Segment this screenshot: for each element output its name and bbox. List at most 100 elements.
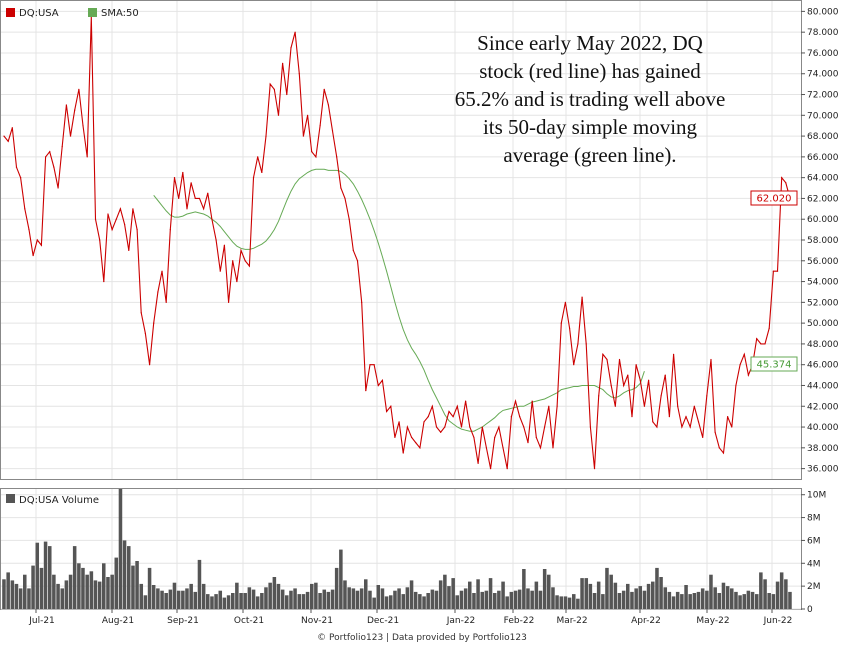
price-point	[190, 182, 192, 184]
price-point	[539, 447, 542, 449]
price-point	[331, 130, 334, 132]
price-point	[781, 177, 783, 179]
price-point	[115, 218, 117, 220]
volume-bar	[226, 595, 231, 609]
price-y-tick-label: 66.000	[807, 153, 839, 163]
volume-bar	[231, 593, 235, 609]
last-sma-value: 45.374	[757, 360, 792, 371]
volume-bar	[463, 588, 468, 609]
price-point	[194, 197, 196, 200]
legend-swatch-dq	[6, 8, 15, 17]
annotation-line-1: Since early May 2022, DQ	[477, 31, 703, 55]
legend-swatch-sma	[88, 8, 97, 17]
volume-bar	[542, 569, 547, 609]
price-point	[3, 135, 5, 137]
price-point	[273, 88, 275, 90]
volume-bar	[501, 581, 505, 609]
price-point	[643, 405, 646, 407]
volume-bar	[239, 593, 243, 609]
volume-bar	[651, 581, 655, 609]
price-point	[57, 187, 59, 189]
volume-bar	[243, 593, 247, 609]
price-point	[282, 62, 284, 64]
volume-bar	[114, 557, 119, 609]
price-point	[161, 270, 163, 272]
volume-bar	[255, 596, 260, 609]
price-y-tick-label: 46.000	[807, 361, 839, 371]
price-point	[460, 426, 463, 428]
volume-bar	[721, 582, 726, 609]
volume-bar	[89, 571, 94, 609]
price-point	[11, 127, 13, 129]
volume-bar	[160, 590, 164, 609]
volume-bar	[72, 546, 77, 609]
price-point	[86, 156, 88, 158]
volume-bar	[235, 582, 239, 609]
price-point	[61, 145, 63, 148]
price-point	[406, 426, 408, 428]
price-point	[573, 364, 575, 366]
volume-bar	[588, 583, 593, 609]
volume-bar	[206, 594, 210, 609]
volume-bar	[576, 598, 580, 609]
price-point	[672, 353, 675, 355]
price-point	[473, 436, 475, 439]
volume-bar	[455, 595, 460, 609]
volume-bar	[401, 594, 406, 609]
price-point	[652, 421, 654, 423]
x-tick-label: Apr-22	[631, 616, 661, 626]
price-point	[531, 400, 533, 402]
price-point	[173, 177, 176, 179]
price-point	[697, 421, 700, 423]
volume-bar	[264, 587, 268, 609]
price-y-tick-label: 68.000	[807, 132, 839, 142]
annotation-line-4: its 50-day simple moving	[483, 115, 698, 139]
volume-bar	[218, 590, 223, 609]
price-point	[390, 405, 392, 407]
price-point	[735, 384, 737, 387]
volume-bar	[85, 574, 89, 609]
price-point	[410, 436, 413, 439]
volume-bar	[484, 590, 489, 609]
price-point	[94, 218, 97, 220]
price-point	[182, 171, 184, 174]
legend-label-dq: DQ:USA	[19, 8, 59, 19]
price-point	[315, 156, 317, 158]
volume-bar	[314, 582, 318, 609]
volume-bar	[389, 595, 393, 609]
price-point	[523, 426, 525, 428]
volume-bar	[418, 594, 422, 609]
volume-bar	[393, 590, 397, 609]
footer-credit: © Portfolio123 | Data provided by Portfo…	[317, 633, 527, 643]
price-point	[28, 229, 30, 231]
price-point	[623, 384, 625, 387]
x-tick-label: Jan-22	[446, 616, 476, 626]
price-point	[456, 405, 458, 407]
price-point	[348, 218, 350, 220]
price-point	[510, 416, 512, 418]
price-point	[344, 197, 346, 200]
price-point	[481, 426, 483, 428]
last-price-box	[750, 190, 798, 206]
price-point	[427, 416, 429, 418]
price-point	[323, 88, 325, 90]
price-point	[564, 301, 567, 303]
volume-bar	[493, 593, 497, 609]
volume-bar	[459, 590, 464, 609]
volume-bar	[185, 588, 189, 609]
volume-bar	[522, 569, 526, 609]
x-tick-label: Feb-22	[504, 616, 535, 626]
volume-bar	[147, 567, 152, 609]
price-point	[648, 379, 650, 381]
volume-bar	[447, 586, 451, 609]
price-point	[74, 109, 76, 111]
price-y-tick-label: 78.000	[807, 28, 839, 38]
price-point	[211, 218, 213, 220]
price-point	[227, 301, 230, 303]
volume-bar	[572, 594, 576, 609]
price-point	[356, 260, 359, 262]
volume-bar	[143, 595, 148, 609]
price-point	[103, 280, 105, 283]
volume-bar	[584, 578, 589, 609]
price-point	[656, 426, 658, 428]
